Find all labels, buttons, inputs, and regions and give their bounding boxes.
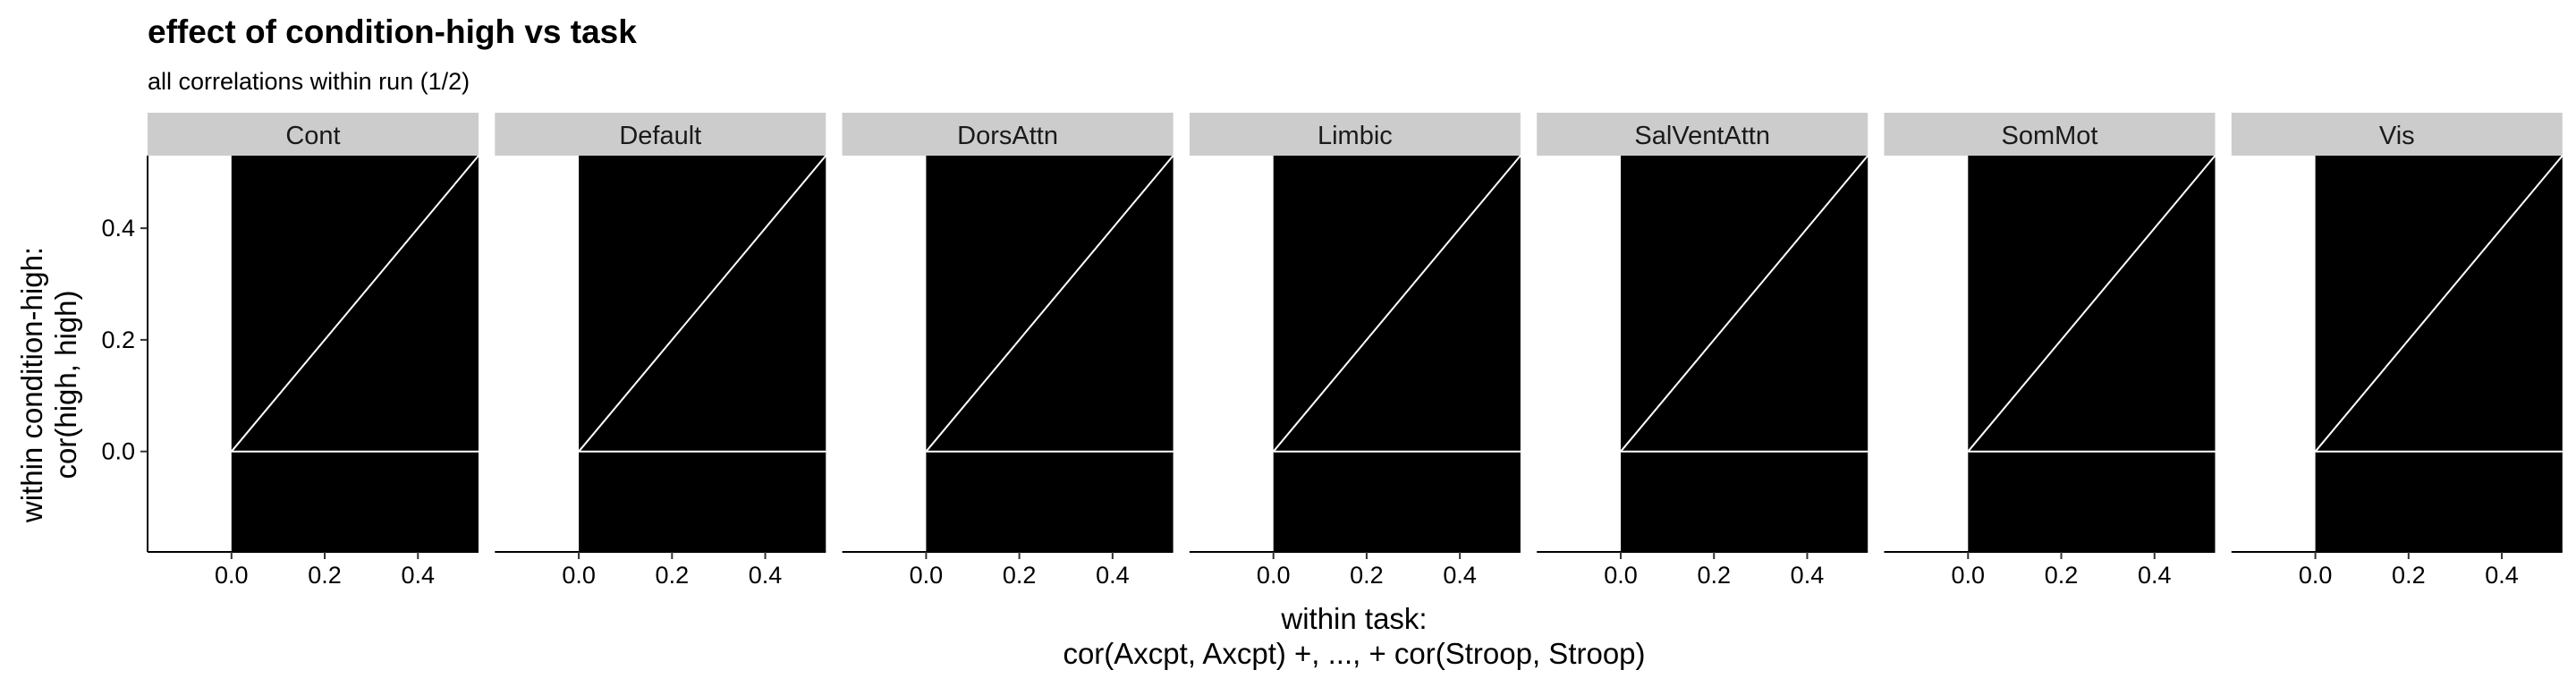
x-tick-label: 0.4 xyxy=(2485,562,2519,589)
facet-dorsattn: DorsAttn 0.0 0.2 0.4 xyxy=(842,113,1174,589)
x-tick-label: 0.0 xyxy=(215,562,249,589)
x-tick-label: 0.4 xyxy=(1096,562,1130,589)
x-tick-label: 0.4 xyxy=(1443,562,1477,589)
x-tick-label: 0.4 xyxy=(401,562,435,589)
point-cloud xyxy=(2315,156,2563,552)
x-tick-label: 0.4 xyxy=(2138,562,2172,589)
x-axis-title-line-1: within task: xyxy=(1280,602,1427,635)
x-tick-label: 0.0 xyxy=(2299,562,2333,589)
y-axis-title-line-1: within condition-high: xyxy=(15,247,48,523)
identity-line xyxy=(1967,155,2216,453)
facet-vis: Vis 0.0 0.2 0.4 xyxy=(2231,113,2563,589)
facet-strip xyxy=(495,113,826,156)
x-tick-label: 0.2 xyxy=(2392,562,2426,589)
x-tick-label: 0.4 xyxy=(749,562,783,589)
facet-strip-label: Vis xyxy=(2379,122,2415,150)
facet-strip-label: Default xyxy=(619,122,701,150)
point-cloud xyxy=(1968,156,2216,552)
facet-strip xyxy=(1189,113,1521,156)
x-tick-label: 0.2 xyxy=(1350,562,1384,589)
facet-cont: Cont 0.0 0.2 0.4 0.0 0.2 0.4 xyxy=(101,113,479,589)
x-axis-title-line-2: cor(Axcpt, Axcpt) +, ..., + cor(Stroop, … xyxy=(1063,637,1645,670)
identity-line xyxy=(1272,155,1521,453)
facet-strip-label: Limbic xyxy=(1318,122,1393,150)
identity-line xyxy=(925,155,1174,453)
x-tick-label: 0.2 xyxy=(656,562,690,589)
facet-strip-label: SomMot xyxy=(2002,122,2098,150)
x-tick-label: 0.2 xyxy=(2045,562,2079,589)
point-cloud xyxy=(1621,156,1868,552)
facet-strip xyxy=(148,113,479,156)
identity-line xyxy=(1620,155,1868,453)
y-axis-title-line-2: cor(high, high) xyxy=(49,291,82,479)
identity-line xyxy=(2314,155,2563,453)
facet-strip-label: Cont xyxy=(285,122,340,150)
facet-strip xyxy=(1884,113,2216,156)
x-tick-label: 0.2 xyxy=(1697,562,1731,589)
facet-strip xyxy=(842,113,1174,156)
x-tick-label: 0.2 xyxy=(308,562,342,589)
point-cloud xyxy=(231,156,479,552)
facet-default: Default 0.0 0.2 0.4 xyxy=(495,113,827,589)
point-cloud xyxy=(926,156,1174,552)
facet-sommot: SomMot 0.0 0.2 0.4 xyxy=(1884,113,2216,589)
identity-line xyxy=(231,155,479,453)
x-tick-label: 0.4 xyxy=(1791,562,1825,589)
facet-strip-label: DorsAttn xyxy=(957,122,1058,150)
facet-strip xyxy=(2231,113,2563,156)
x-tick-label: 0.0 xyxy=(910,562,944,589)
chart-title: effect of condition-high vs task xyxy=(148,13,637,50)
facet-limbic: Limbic 0.0 0.2 0.4 xyxy=(1189,113,1521,589)
identity-line xyxy=(578,155,827,453)
y-tick-label: 0.2 xyxy=(101,327,135,353)
facet-strip xyxy=(1537,113,1868,156)
facet-salventattn: SalVentAttn 0.0 0.2 0.4 xyxy=(1537,113,1868,589)
chart-subtitle: all correlations within run (1/2) xyxy=(148,68,470,95)
facet-strip-label: SalVentAttn xyxy=(1634,122,1770,150)
point-cloud xyxy=(579,156,826,552)
point-cloud xyxy=(1273,156,1521,552)
x-tick-label: 0.0 xyxy=(1952,562,1986,589)
x-tick-label: 0.0 xyxy=(562,562,596,589)
x-tick-label: 0.2 xyxy=(1003,562,1037,589)
y-tick-label: 0.4 xyxy=(101,215,135,242)
x-tick-label: 0.0 xyxy=(1257,562,1291,589)
y-tick-label: 0.0 xyxy=(101,438,135,465)
x-tick-label: 0.0 xyxy=(1604,562,1638,589)
